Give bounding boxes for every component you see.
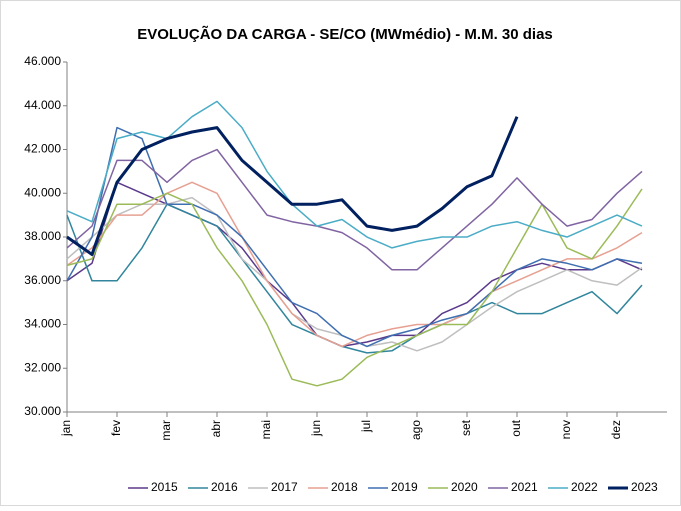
y-tick-label: 42.000 [24, 142, 61, 156]
x-tick-label: mar [159, 420, 173, 441]
y-tick-label: 32.000 [24, 360, 61, 374]
x-tick-label: mai [259, 420, 273, 439]
y-tick-label: 46.000 [24, 54, 61, 68]
x-tick-label: jul [359, 420, 373, 433]
legend-label: 2023 [631, 480, 658, 494]
series-line [66, 116, 519, 256]
y-tick-label: 30.000 [24, 404, 61, 418]
x-tick-label: jun [309, 420, 323, 437]
series-line [66, 100, 643, 249]
legend-label: 2022 [571, 480, 598, 494]
legend-label: 2021 [511, 480, 538, 494]
y-tick-label: 36.000 [24, 273, 61, 287]
chart-title: EVOLUÇÃO DA CARGA - SE/CO (MWmédio) - M.… [137, 25, 553, 43]
y-tick-label: 38.000 [24, 229, 61, 243]
x-tick-label: dez [609, 420, 623, 439]
legend-label: 2017 [271, 480, 298, 494]
y-tick-label: 34.000 [24, 317, 61, 331]
series-line [66, 126, 643, 348]
series-line [66, 148, 643, 271]
legend-label: 2019 [391, 480, 418, 494]
legend-label: 2018 [331, 480, 358, 494]
legend-label: 2020 [451, 480, 478, 494]
x-tick-label: fev [109, 420, 123, 436]
x-tick-label: jan [59, 420, 73, 437]
x-tick-label: out [509, 419, 523, 436]
legend-label: 2016 [211, 480, 238, 494]
series-line [66, 181, 643, 348]
x-tick-label: set [459, 419, 473, 436]
series-line [66, 203, 643, 354]
x-tick-label: nov [559, 420, 573, 439]
y-tick-label: 44.000 [24, 98, 61, 112]
x-tick-label: ago [409, 420, 423, 440]
x-tick-label: abr [209, 420, 223, 437]
y-tick-label: 40.000 [24, 185, 61, 199]
series-line [66, 188, 643, 387]
legend-label: 2015 [151, 480, 178, 494]
